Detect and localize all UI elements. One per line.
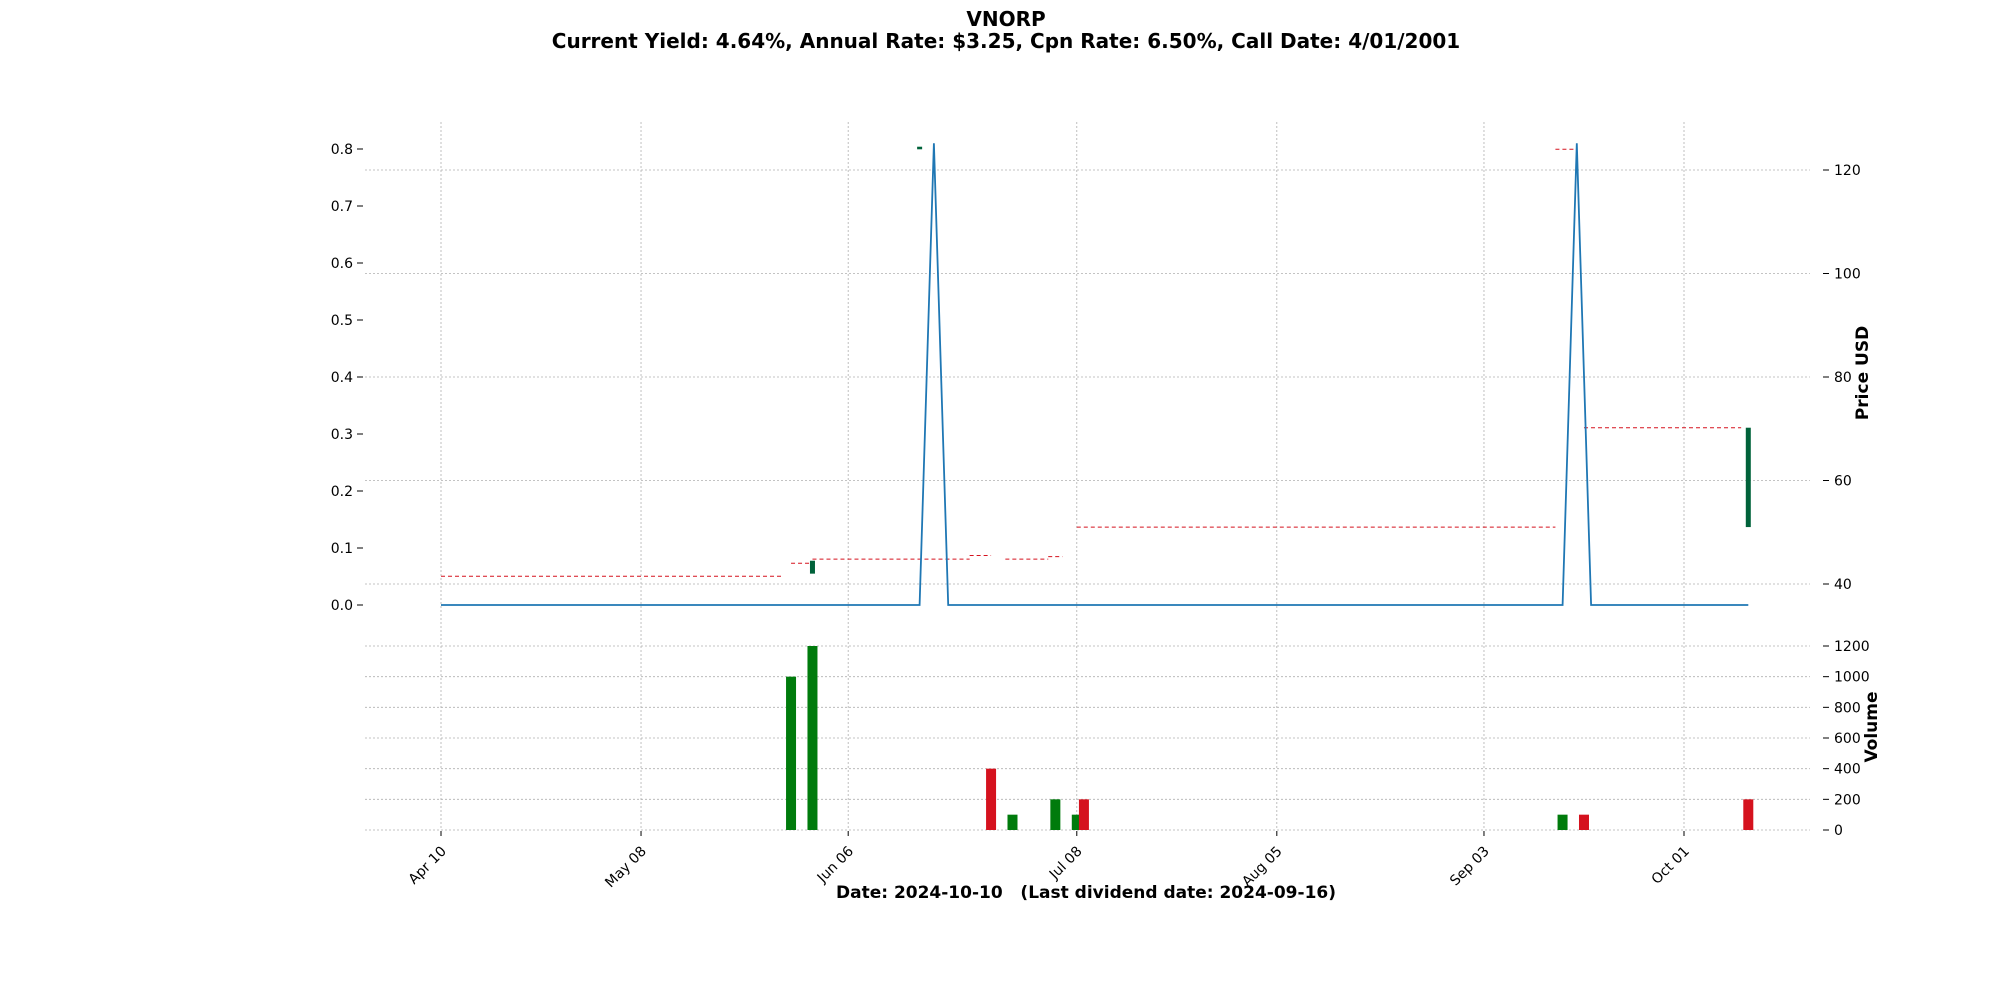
- volume-panel: [786, 646, 1754, 830]
- price-tick-label: 100: [1834, 267, 1861, 283]
- left-tick-label: 0.8: [331, 142, 353, 158]
- volume-bar: [1050, 799, 1061, 830]
- volume-bar: [986, 768, 997, 830]
- axes: Apr 10 May 08 Jun 06 Jul 08 Aug 05 Sep 03 Oct …: [331, 142, 1870, 891]
- price-tick-label: 60: [1834, 474, 1852, 490]
- grid-layer: [365, 122, 1810, 831]
- left-tick-label: 0.5: [331, 313, 353, 329]
- left-tick-label: 0.7: [331, 199, 353, 215]
- x-tick-label: Oct 01: [1649, 844, 1693, 888]
- x-tick-label: Jun 06: [814, 843, 857, 886]
- volume-bar: [807, 646, 818, 830]
- left-tick-label: 0.1: [331, 541, 353, 557]
- volume-bar: [1071, 814, 1082, 830]
- chart-subtitle: Current Yield: 4.64%, Annual Rate: $3.25…: [552, 29, 1460, 53]
- upper-panel: [441, 143, 1751, 606]
- volume-axis-label: Volume: [1862, 691, 1882, 762]
- dividend-line: [441, 143, 1749, 606]
- chart-title: VNORP: [966, 7, 1045, 31]
- price-candle: [809, 560, 815, 574]
- volume-tick-label: 400: [1834, 762, 1861, 778]
- x-tick-label: Sep 03: [1447, 844, 1493, 890]
- price-candle: [917, 146, 923, 150]
- volume-tick-label: 1200: [1834, 639, 1870, 655]
- price-tick-label: 40: [1834, 577, 1852, 593]
- volume-tick-label: 200: [1834, 792, 1861, 808]
- price-tick-label: 120: [1834, 163, 1861, 179]
- x-tick-label: Apr 10: [406, 844, 450, 888]
- left-tick-label: 0.6: [331, 256, 353, 272]
- left-tick-label: 0.3: [331, 427, 353, 443]
- volume-tick-label: 800: [1834, 700, 1861, 716]
- price-axis-label: Price USD: [1853, 326, 1873, 420]
- left-tick-label: 0.4: [331, 370, 353, 386]
- volume-tick-label: 1000: [1834, 670, 1870, 686]
- volume-bar: [1007, 814, 1018, 830]
- price-tick-label: 80: [1834, 370, 1852, 386]
- volume-tick-label: 600: [1834, 731, 1861, 747]
- volume-tick-label: 0: [1834, 823, 1843, 839]
- volume-bar: [1557, 814, 1568, 830]
- x-tick-label: May 08: [602, 844, 650, 892]
- price-candle: [1745, 427, 1751, 528]
- volume-bar: [1578, 814, 1589, 830]
- x-axis-label: Date: 2024-10-10 (Last dividend date: 20…: [836, 883, 1336, 903]
- volume-bar: [786, 676, 797, 830]
- volume-bar: [1078, 799, 1089, 830]
- x-tick-label: Jul 08: [1046, 844, 1086, 884]
- left-tick-label: 0.2: [331, 484, 353, 500]
- volume-bar: [1743, 799, 1754, 830]
- left-tick-label: 0.0: [331, 598, 353, 614]
